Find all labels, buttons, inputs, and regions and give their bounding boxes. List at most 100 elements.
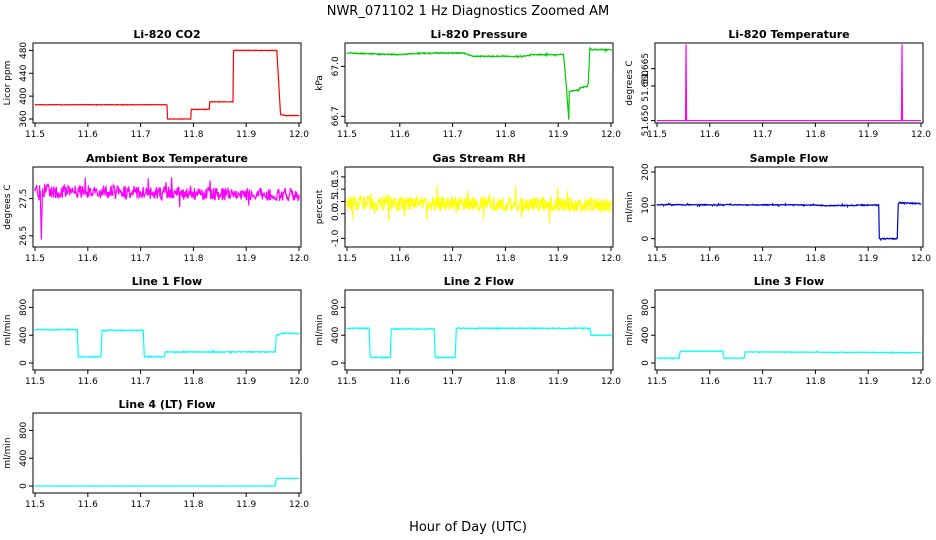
- x-tick-label: 11.8: [805, 254, 825, 264]
- x-tick-label: 11.9: [858, 377, 878, 387]
- panel-title: Li-820 Temperature: [728, 28, 849, 41]
- x-tick-label: 11.7: [443, 130, 463, 140]
- x-tick-label: 11.7: [753, 130, 773, 140]
- y-tick-label: 0: [331, 360, 341, 366]
- plot-frame: [654, 289, 924, 371]
- figure-xlabel: Hour of Day (UTC): [409, 520, 527, 535]
- y-tick-label: -1.0: [331, 229, 341, 247]
- x-tick-label: 11.9: [236, 500, 256, 510]
- y-tick-label: 400: [19, 449, 29, 466]
- y-tick-label: 400: [19, 87, 29, 104]
- series-line: [34, 49, 300, 120]
- x-tick-label: 11.5: [25, 377, 45, 387]
- y-tick-label: 0: [641, 236, 651, 242]
- panel-9: Line 3 Flow 11.5 11.6 11.7 11.8 11.9 12.0 0 400 8…: [625, 275, 931, 387]
- y-tick-label: 51.665: [641, 53, 651, 85]
- y-tick-label: 51.660: [641, 70, 651, 102]
- y-tick-label: 800: [19, 422, 29, 439]
- panel-title: Line 2 Flow: [444, 275, 514, 288]
- x-tick-label: 11.6: [78, 254, 98, 264]
- x-tick-label: 12.0: [911, 377, 931, 387]
- plot-frame: [654, 166, 924, 248]
- x-tick-label: 11.8: [495, 254, 515, 264]
- panel-8: Line 2 Flow 11.5 11.6 11.7 11.8 11.9 12.0 0 400 8…: [315, 275, 621, 387]
- plot-frame: [344, 166, 614, 248]
- panel-4: Ambient Box Temperature 11.5 11.6 11.7 11.8 1…: [3, 152, 309, 264]
- x-tick-label: 11.7: [131, 500, 151, 510]
- x-tick-label: 11.7: [131, 254, 151, 264]
- y-axis-label: degrees C: [3, 184, 13, 229]
- y-tick-label: 800: [19, 299, 29, 316]
- panel-title: Line 4 (LT) Flow: [119, 398, 216, 411]
- panel-6: Sample Flow 11.5 11.6 11.7 11.8 11.9 12.0 0 100 2…: [625, 152, 931, 264]
- plot-frame: [654, 42, 924, 124]
- x-tick-label: 11.8: [183, 500, 203, 510]
- x-tick-label: 12.0: [289, 500, 309, 510]
- x-tick-label: 11.8: [183, 130, 203, 140]
- x-tick-label: 12.0: [289, 377, 309, 387]
- panel-title: Ambient Box Temperature: [86, 152, 248, 165]
- y-tick-label: 0.0: [331, 206, 341, 221]
- y-tick-label: 200: [641, 163, 651, 180]
- y-tick-label: 1.0: [331, 182, 341, 197]
- x-tick-label: 11.9: [548, 130, 568, 140]
- series-line: [34, 477, 300, 488]
- x-tick-label: 11.6: [78, 130, 98, 140]
- x-tick-label: 11.6: [78, 500, 98, 510]
- panel-title: Line 3 Flow: [754, 275, 824, 288]
- x-tick-label: 11.6: [390, 254, 410, 264]
- x-tick-label: 11.8: [183, 254, 203, 264]
- x-tick-label: 11.8: [183, 377, 203, 387]
- y-axis-label: percent: [315, 189, 325, 224]
- y-axis-label: ml/min: [625, 314, 635, 345]
- x-tick-label: 11.8: [495, 377, 515, 387]
- panel-3: Li-820 Temperature 11.5 11.6 11.7 11.8 11.9 12…: [625, 28, 931, 140]
- x-tick-label: 11.5: [25, 500, 45, 510]
- x-tick-label: 11.5: [337, 377, 357, 387]
- plot-frame: [32, 289, 302, 371]
- x-tick-label: 11.5: [337, 254, 357, 264]
- x-tick-label: 12.0: [601, 130, 621, 140]
- panel-1: Li-820 CO2 11.5 11.6 11.7 11.8 11.9 12.0 360 400…: [3, 28, 309, 140]
- panel-title: Gas Stream RH: [432, 152, 525, 165]
- panels: Li-820 CO2 11.5 11.6 11.7 11.8 11.9 12.0 360 400…: [3, 28, 931, 510]
- y-tick-label: 360: [19, 110, 29, 127]
- x-tick-label: 12.0: [911, 254, 931, 264]
- x-tick-label: 11.9: [858, 130, 878, 140]
- plot-frame: [32, 42, 302, 124]
- x-tick-label: 11.6: [700, 254, 720, 264]
- y-axis-label: ml/min: [315, 314, 325, 345]
- y-tick-label: 400: [19, 326, 29, 343]
- x-tick-label: 11.5: [25, 130, 45, 140]
- y-tick-label: 27.5: [19, 189, 29, 209]
- y-tick-label: 51.650: [641, 105, 651, 137]
- x-tick-label: 11.6: [78, 377, 98, 387]
- panel-5: Gas Stream RH 11.5 11.6 11.7 11.8 11.9 12.0 -1.…: [315, 152, 621, 264]
- panel-title: Line 1 Flow: [132, 275, 202, 288]
- panel-title: Li-820 Pressure: [431, 28, 528, 41]
- x-tick-label: 11.6: [700, 377, 720, 387]
- x-tick-label: 11.5: [647, 130, 667, 140]
- panel-title: Li-820 CO2: [133, 28, 200, 41]
- x-tick-label: 11.9: [548, 254, 568, 264]
- x-tick-label: 12.0: [601, 377, 621, 387]
- plot-frame: [32, 412, 302, 494]
- y-tick-label: 0: [19, 483, 29, 489]
- y-tick-label: 400: [641, 326, 651, 343]
- x-tick-label: 11.7: [131, 130, 151, 140]
- series-line: [657, 44, 921, 122]
- y-tick-label: 0: [19, 360, 29, 366]
- x-tick-label: 11.6: [390, 130, 410, 140]
- y-tick-label: 800: [641, 299, 651, 316]
- y-tick-label: 400: [331, 326, 341, 343]
- y-axis-label: degrees C: [625, 60, 635, 105]
- y-tick-label: 100: [641, 196, 651, 213]
- panel-2: Li-820 Pressure 11.5 11.6 11.7 11.8 11.9 12.0 6…: [315, 28, 621, 140]
- plot-frame: [344, 289, 614, 371]
- x-tick-label: 11.6: [700, 130, 720, 140]
- x-tick-label: 11.5: [25, 254, 45, 264]
- x-tick-label: 11.7: [753, 377, 773, 387]
- x-tick-label: 12.0: [911, 130, 931, 140]
- x-tick-label: 11.9: [548, 377, 568, 387]
